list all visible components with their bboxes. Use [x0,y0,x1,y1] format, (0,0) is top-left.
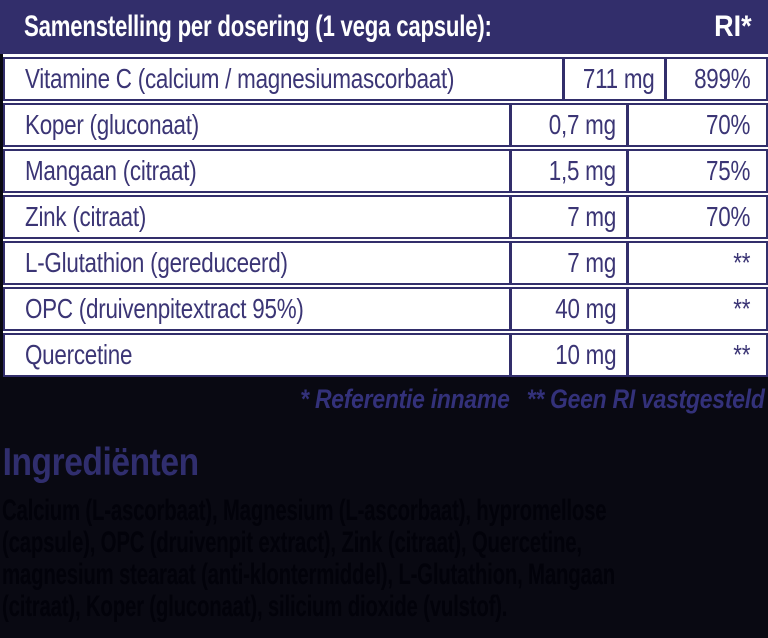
nutrient-name-cell: Zink (citraat) [5,197,512,237]
footnote-no-ri: ** Geen RI vastgesteld [526,384,765,414]
table-row: Mangaan (citraat) 1,5 mg 75% [3,149,768,193]
table-row: L-Glutathion (gereduceerd) 7 mg ** [3,241,768,285]
nutrient-name-cell: Mangaan (citraat) [5,151,512,191]
amount-cell: 0,7 mg [512,105,629,145]
table-row: Zink (citraat) 7 mg 70% [3,195,768,239]
amount-cell: 7 mg [512,197,629,237]
nutrient-name-cell: Koper (gluconaat) [5,105,512,145]
ingredients-list: Calcium (L-ascorbaat), Magnesium (L-asco… [0,495,768,623]
footnote-reference-intake: * Referentie inname [300,384,510,414]
ingredients-line: (citraat), Koper (gluconaat), silicium d… [2,590,508,623]
ri-cell: ** [733,293,750,324]
ri-cell: 70% [705,201,750,232]
nutrient-name-cell: OPC (druivenpitextract 95%) [5,289,512,329]
table-row: OPC (druivenpitextract 95%) 40 mg ** [3,287,768,331]
ri-cell: 75% [705,155,750,186]
table-header-row: Samenstelling per dosering (1 vega capsu… [0,0,768,54]
footnotes: * Referentie inname ** Geen RI vastgeste… [115,384,768,415]
nutrient-name-cell: Quercetine [5,335,512,375]
amount-cell: 40 mg [512,289,629,329]
ingredients-line: Calcium (L-ascorbaat), Magnesium (L-asco… [2,494,607,527]
nutrient-name-cell: L-Glutathion (gereduceerd) [5,243,512,283]
ri-cell: 899% [693,63,751,94]
ri-column-header: RI* [714,10,752,43]
supplement-facts-table: Samenstelling per dosering (1 vega capsu… [0,0,768,377]
table-body: Vitamine C (calcium / magnesiumascorbaat… [3,54,768,377]
amount-cell: 7 mg [512,243,629,283]
amount-cell: 10 mg [512,335,629,375]
table-row: Vitamine C (calcium / magnesiumascorbaat… [3,57,768,101]
ri-cell: ** [733,339,750,370]
ri-cell: ** [733,247,750,278]
ingredients-heading: Ingrediënten [2,441,200,484]
nutrient-name-cell: Vitamine C (calcium / magnesiumascorbaat… [5,59,565,99]
ingredients-line: magnesium stearaat (anti-klontermiddel),… [2,558,616,591]
table-title: Samenstelling per dosering (1 vega capsu… [24,10,492,43]
amount-cell: 1,5 mg [512,151,629,191]
ingredients-line: (capsule), OPC (druivenpit extract), Zin… [2,526,582,559]
ri-cell: 70% [705,109,750,140]
amount-cell: 711 mg [565,59,668,99]
table-row: Koper (gluconaat) 0,7 mg 70% [3,103,768,147]
table-row: Quercetine 10 mg ** [3,333,768,377]
